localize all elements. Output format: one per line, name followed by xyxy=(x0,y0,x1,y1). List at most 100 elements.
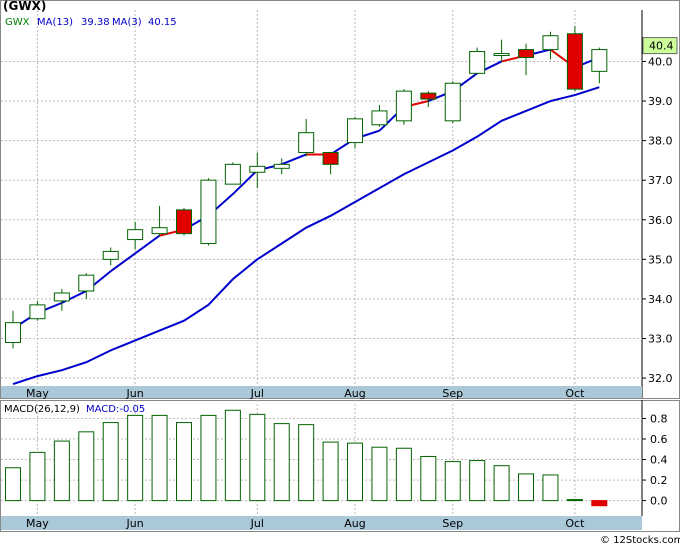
price-legend: GWX MA(13) 39.38 MA(3) 40.15 xyxy=(5,17,177,28)
macd-bar xyxy=(200,414,217,502)
candle-up xyxy=(151,227,168,235)
macd-bar xyxy=(224,409,241,502)
macd-bar xyxy=(493,465,510,502)
macd-month-label: Oct xyxy=(565,517,585,530)
macd-bar xyxy=(518,473,535,502)
macd-month-label: May xyxy=(26,517,49,530)
macd-tick-label: 0.8 xyxy=(650,412,668,425)
candle-up xyxy=(29,304,46,320)
ma3-segment xyxy=(232,169,258,195)
candle-down xyxy=(518,49,535,58)
month-label: Jun xyxy=(126,387,144,400)
candle-down xyxy=(566,33,583,90)
chart-title: (GWX) xyxy=(3,0,46,13)
candle-up xyxy=(224,163,241,185)
price-tick-label: 37.0 xyxy=(648,174,673,187)
macd-legend-value: MACD:-0.05 xyxy=(86,404,145,415)
macd-bar xyxy=(542,474,559,502)
macd-month-labels: May Jun Jul Aug Sep Oct xyxy=(26,517,585,530)
legend-ma3-label: MA(3) xyxy=(112,17,142,28)
legend-ma13-value: 39.38 xyxy=(81,17,110,28)
macd-bar xyxy=(127,414,144,502)
macd-month-axis-band xyxy=(1,516,642,530)
month-label: Sep xyxy=(442,387,463,400)
price-tick-label: 34.0 xyxy=(648,293,673,306)
macd-month-label: Jul xyxy=(250,517,264,530)
macd-tick-label: 0.2 xyxy=(650,474,668,487)
macd-month-label: Jun xyxy=(126,517,144,530)
macd-bar xyxy=(347,442,364,502)
legend-ma13-label: MA(13) xyxy=(37,17,73,28)
macd-bar xyxy=(322,441,339,502)
macd-bar xyxy=(273,423,290,502)
macd-bar xyxy=(249,413,266,502)
macd-tick-label: 0.0 xyxy=(650,495,668,508)
macd-bar xyxy=(298,424,315,502)
last-price-box xyxy=(642,37,678,55)
candle-up xyxy=(493,53,510,57)
macd-bar xyxy=(53,440,70,502)
macd-bar xyxy=(78,431,95,502)
ma13-line xyxy=(12,86,600,385)
macd-tick-label: 0.6 xyxy=(650,433,668,446)
candle-up xyxy=(127,229,144,241)
watermark: © 12Stocks.com xyxy=(600,535,680,546)
macd-legend: MACD(26,12,9) MACD:-0.05 xyxy=(4,404,145,415)
candle-up xyxy=(273,163,290,169)
macd-bar xyxy=(371,446,388,502)
macd-legend-label: MACD(26,12,9) xyxy=(4,404,80,415)
month-label: Oct xyxy=(565,387,585,400)
price-axis-ticks: 32.0 33.0 34.0 35.0 36.0 37.0 38.0 39.0 40.0 xyxy=(642,55,673,385)
last-price-label: 40.4 xyxy=(649,40,674,53)
candle-up xyxy=(200,179,217,245)
candle-up xyxy=(5,322,21,343)
ma3-segment xyxy=(134,234,161,255)
legend-ma3-value: 40.15 xyxy=(148,17,177,28)
macd-bar xyxy=(469,460,486,502)
month-label: Aug xyxy=(344,387,365,400)
price-tick-label: 39.0 xyxy=(648,95,673,108)
macd-panel-frame xyxy=(0,400,680,532)
price-tick-label: 40.0 xyxy=(648,55,673,68)
month-label: Jul xyxy=(250,387,264,400)
candlesticks xyxy=(5,25,608,349)
price-tick-label: 35.0 xyxy=(648,253,673,266)
candle-up xyxy=(395,90,412,122)
candle-up xyxy=(591,49,608,72)
candle-up xyxy=(444,82,461,122)
macd-bar xyxy=(395,447,412,502)
macd-bar xyxy=(5,467,21,502)
price-tick-label: 33.0 xyxy=(648,333,673,346)
macd-bar xyxy=(176,422,193,502)
candle-up xyxy=(542,35,559,51)
price-tick-label: 32.0 xyxy=(648,372,673,385)
price-month-axis-band xyxy=(1,386,642,398)
ma3-segment xyxy=(281,153,307,166)
month-label: May xyxy=(26,387,49,400)
macd-bar xyxy=(566,499,583,502)
candle-up xyxy=(249,165,266,173)
candle-down xyxy=(322,151,339,165)
macd-bar xyxy=(420,455,437,502)
macd-axis-ticks: 0.0 0.2 0.4 0.6 0.8 xyxy=(642,412,668,508)
candle-up xyxy=(78,274,95,292)
candle-up xyxy=(469,51,486,74)
macd-bar xyxy=(102,422,119,502)
macd-bar xyxy=(29,451,46,502)
candle-up xyxy=(102,250,119,260)
candle-down xyxy=(420,92,437,100)
macd-bar xyxy=(444,461,461,502)
price-tick-label: 38.0 xyxy=(648,135,673,148)
price-tick-label: 36.0 xyxy=(648,214,673,227)
macd-histogram xyxy=(5,409,608,507)
macd-bar xyxy=(591,500,608,507)
candle-down xyxy=(176,209,193,235)
candle-up xyxy=(347,118,364,144)
ma3-segment xyxy=(110,252,136,273)
candle-up xyxy=(371,110,388,126)
price-panel-frame xyxy=(0,0,680,399)
candle-up xyxy=(298,132,315,153)
macd-tick-label: 0.4 xyxy=(650,454,668,467)
candle-up xyxy=(53,292,70,302)
